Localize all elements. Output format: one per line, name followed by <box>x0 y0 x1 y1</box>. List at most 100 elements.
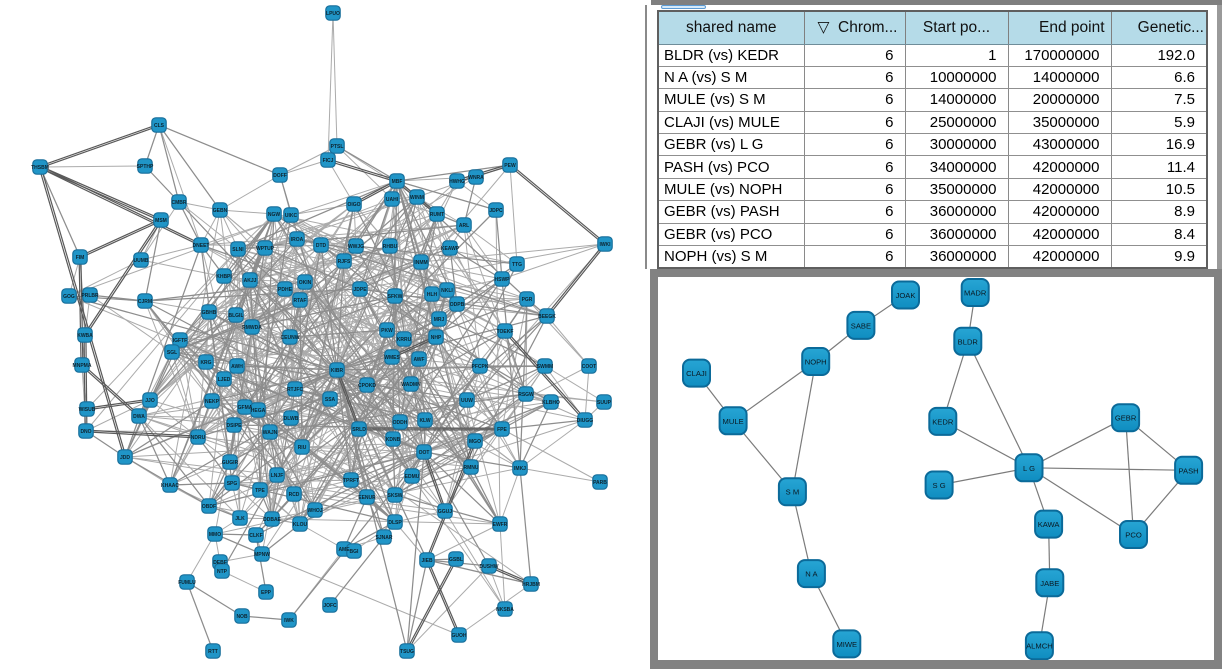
svg-text:PEW: PEW <box>504 163 516 169</box>
svg-text:IMKJ: IMKJ <box>514 466 526 472</box>
svg-text:SABE: SABE <box>851 321 871 330</box>
svg-text:WAJN: WAJN <box>263 430 278 436</box>
svg-text:PASH: PASH <box>1179 466 1199 475</box>
svg-text:SRLD: SRLD <box>352 427 366 433</box>
svg-text:JLK: JLK <box>235 516 245 522</box>
svg-text:NDRU: NDRU <box>191 435 206 441</box>
svg-text:RTJFC: RTJFC <box>287 387 304 393</box>
svg-text:MADR: MADR <box>964 289 987 298</box>
svg-text:JABE: JABE <box>1040 579 1059 588</box>
svg-text:RTAF: RTAF <box>294 298 307 304</box>
svg-text:AWF: AWF <box>413 357 424 363</box>
svg-text:L G: L G <box>1023 464 1035 473</box>
svg-text:OBDF: OBDF <box>202 504 216 510</box>
svg-text:CMBR: CMBR <box>172 200 187 206</box>
svg-text:MMO: MMO <box>209 532 221 538</box>
svg-text:PTSL: PTSL <box>331 144 344 150</box>
svg-text:DIUGG: DIUGG <box>577 418 594 424</box>
svg-text:FIM: FIM <box>76 255 85 261</box>
svg-text:CJRM: CJRM <box>138 299 152 305</box>
svg-text:MRJ: MRJ <box>434 317 445 323</box>
svg-text:MNPMA: MNPMA <box>73 363 92 369</box>
svg-text:GOG: GOG <box>63 294 75 300</box>
svg-text:NKSBA: NKSBA <box>496 607 514 613</box>
svg-text:INMM: INMM <box>414 260 427 266</box>
svg-text:IGFTF: IGFTF <box>173 338 187 344</box>
svg-text:CLKF: CLKF <box>249 533 262 539</box>
svg-text:GEBN: GEBN <box>213 208 228 214</box>
svg-text:EWFR: EWFR <box>493 522 508 528</box>
svg-text:THSBM: THSBM <box>31 165 49 171</box>
svg-text:PDHE: PDHE <box>278 287 293 293</box>
svg-text:NHP: NHP <box>431 335 442 341</box>
svg-text:RIU: RIU <box>298 445 307 451</box>
svg-text:BLDR: BLDR <box>958 337 979 346</box>
svg-text:NTP: NTP <box>217 569 228 575</box>
svg-text:GUOH: GUOH <box>452 633 467 639</box>
svg-text:KHBPI: KHBPI <box>216 274 232 280</box>
svg-text:KAWA: KAWA <box>1038 520 1061 529</box>
svg-text:PKW: PKW <box>381 328 393 334</box>
svg-text:NGW: NGW <box>268 212 281 218</box>
svg-text:KEDR: KEDR <box>932 417 954 426</box>
svg-text:HEGA: HEGA <box>251 408 266 414</box>
svg-text:TPRFT: TPRFT <box>343 478 359 484</box>
svg-text:DTD: DTD <box>316 243 327 249</box>
svg-text:ARL: ARL <box>459 223 469 229</box>
svg-text:RJFS: RJFS <box>338 259 351 265</box>
svg-text:NOPH: NOPH <box>805 358 827 367</box>
svg-text:SWMM: SWMM <box>537 364 553 370</box>
svg-text:GEBR: GEBR <box>1115 414 1137 423</box>
svg-text:MULE: MULE <box>723 417 744 426</box>
svg-text:RCD: RCD <box>289 492 300 498</box>
svg-text:SSA: SSA <box>325 397 336 403</box>
svg-text:N A: N A <box>805 570 818 579</box>
svg-text:LPUO: LPUO <box>326 11 340 17</box>
svg-text:KWBA: KWBA <box>77 333 93 339</box>
svg-text:KRRU: KRRU <box>397 337 412 343</box>
svg-text:EPP: EPP <box>261 590 272 596</box>
svg-text:NEKP: NEKP <box>205 399 220 405</box>
svg-text:NOB: NOB <box>236 614 248 620</box>
svg-text:WADMN: WADMN <box>401 382 421 388</box>
svg-text:DOFF: DOFF <box>273 173 287 179</box>
svg-text:MBF: MBF <box>392 179 403 185</box>
svg-text:KLOU: KLOU <box>293 522 308 528</box>
svg-text:JDPE: JDPE <box>353 287 367 293</box>
svg-text:SKSW: SKSW <box>388 493 403 499</box>
svg-text:JOFC: JOFC <box>323 603 337 609</box>
svg-text:WINM: WINM <box>410 195 424 201</box>
svg-text:AWH: AWH <box>231 364 243 370</box>
svg-text:GUGIR: GUGIR <box>222 460 239 466</box>
svg-text:SJNAR: SJNAR <box>376 535 393 541</box>
svg-text:WHOJ: WHOJ <box>308 508 323 514</box>
svg-text:BGI: BGI <box>350 549 360 555</box>
svg-text:WMES: WMES <box>384 355 400 361</box>
svg-text:JDPC: JDPC <box>489 208 503 214</box>
svg-text:S M: S M <box>786 488 800 497</box>
svg-text:KIBR: KIBR <box>331 368 344 374</box>
svg-text:GGUJ: GGUJ <box>438 509 452 515</box>
svg-text:PFCPK: PFCPK <box>472 364 489 370</box>
svg-text:UIKC: UIKC <box>285 213 298 219</box>
svg-text:KRG: KRG <box>200 360 211 366</box>
svg-text:BLGIL: BLGIL <box>229 313 244 319</box>
svg-text:WPTUP: WPTUP <box>256 246 275 252</box>
svg-text:FICJ: FICJ <box>323 158 334 164</box>
svg-text:CLAJI: CLAJI <box>686 369 707 378</box>
svg-text:GSBL: GSBL <box>449 557 463 563</box>
svg-text:FPE: FPE <box>497 427 507 433</box>
svg-text:DLSP: DLSP <box>388 520 402 526</box>
svg-text:MSM: MSM <box>155 218 167 224</box>
svg-text:UUMB: UUMB <box>134 258 149 264</box>
svg-text:DLWB: DLWB <box>284 416 299 422</box>
svg-text:KHAAC: KHAAC <box>161 483 179 489</box>
svg-text:EENUR: EENUR <box>358 495 376 501</box>
svg-text:PGR: PGR <box>522 297 533 303</box>
svg-text:OIGO: OIGO <box>347 202 360 208</box>
svg-text:WISUB: WISUB <box>79 407 96 413</box>
svg-text:OKIN: OKIN <box>299 280 312 286</box>
svg-text:FUMLU: FUMLU <box>178 580 196 586</box>
svg-text:WWJG: WWJG <box>348 244 364 250</box>
svg-text:RUMT: RUMT <box>430 212 444 218</box>
